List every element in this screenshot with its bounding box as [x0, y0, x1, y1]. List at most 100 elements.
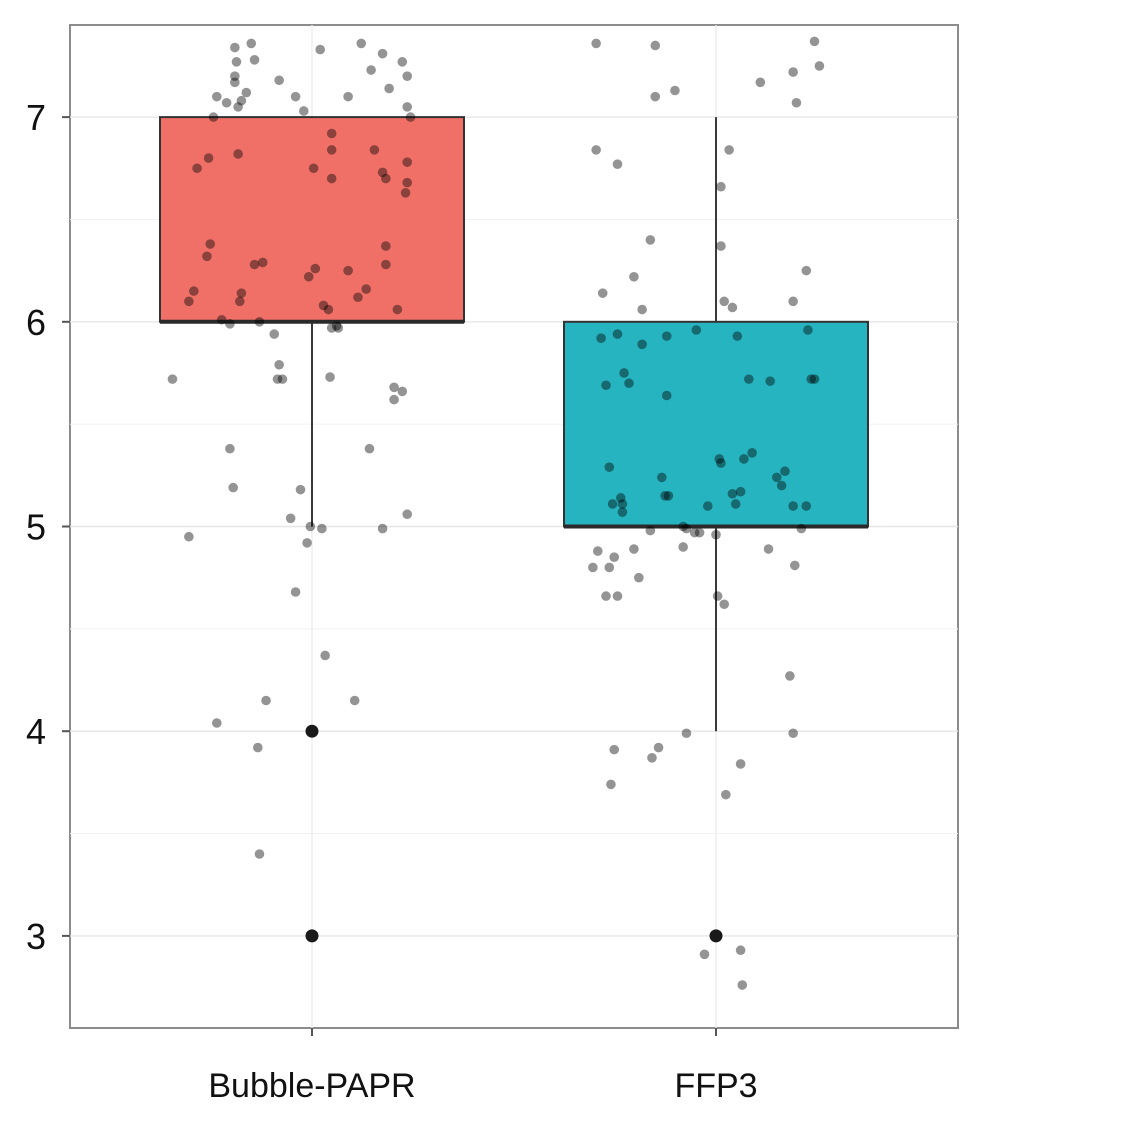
jitter-point — [780, 466, 790, 477]
jitter-point — [612, 329, 623, 339]
jitter-point — [230, 42, 240, 53]
jitter-point — [730, 499, 741, 509]
jitter-point — [205, 239, 216, 249]
jitter-point — [615, 493, 626, 503]
jitter-point — [601, 380, 611, 391]
jitter-point — [739, 454, 749, 464]
jitter-point — [645, 235, 656, 245]
jitter-point — [310, 263, 321, 274]
jitter-point — [326, 145, 337, 155]
jitter-point — [402, 177, 413, 188]
y-tick-label: 6 — [26, 302, 46, 343]
jitter-point — [349, 695, 360, 706]
jitter-point — [295, 484, 306, 495]
jitter-point — [236, 95, 247, 106]
jitter-point — [724, 145, 734, 155]
jitter-point — [364, 443, 375, 454]
jitter-point — [274, 359, 284, 370]
jitter-point — [711, 529, 721, 540]
jitter-point — [326, 128, 337, 139]
jitter-point — [369, 145, 380, 155]
jitter-point — [714, 454, 725, 464]
jitter-point — [645, 525, 656, 536]
jitter-point — [234, 296, 245, 307]
outlier-point — [305, 929, 319, 943]
jitter-point — [389, 382, 399, 393]
jitter-point — [653, 742, 664, 753]
jitter-point — [660, 490, 670, 501]
jitter-point — [257, 257, 268, 268]
jitter-point — [629, 271, 639, 282]
jitter-point — [225, 443, 235, 454]
jitter-point — [691, 325, 702, 335]
jitter-point — [397, 386, 408, 397]
jitter-point — [323, 304, 334, 315]
jitter-point — [788, 728, 798, 739]
jitter-point — [384, 83, 394, 94]
jitter-point — [326, 323, 337, 333]
box — [563, 320, 869, 528]
jitter-point — [377, 523, 388, 534]
y-axis: 3 4 5 6 7 — [26, 97, 70, 957]
jitter-point — [277, 374, 288, 384]
jitter-point — [405, 112, 416, 122]
jitter-point — [737, 980, 748, 990]
jitter-point — [308, 163, 319, 174]
jitter-point — [402, 157, 413, 167]
jitter-point — [801, 501, 812, 511]
jitter-point — [791, 97, 802, 108]
jitter-point — [361, 284, 371, 294]
jitter-point — [806, 374, 817, 384]
x-category-label: Bubble-PAPR — [208, 1067, 415, 1105]
jitter-point — [331, 321, 342, 331]
jitter-point — [609, 552, 620, 563]
jitter-point — [785, 671, 795, 681]
jitter-point — [184, 296, 194, 307]
jitter-point — [189, 286, 199, 296]
jitter-point — [663, 490, 674, 501]
jitter-point — [765, 376, 775, 386]
jitter-point — [763, 544, 774, 554]
jitter-point — [612, 159, 623, 169]
jitter-point — [588, 562, 598, 573]
jitter-point — [381, 241, 391, 251]
jitter-point — [230, 77, 240, 88]
jitter-point — [381, 259, 391, 270]
jitter-points-layer — [167, 36, 825, 990]
jitter-point — [290, 91, 301, 102]
jitter-point — [670, 85, 680, 96]
jitter-point — [228, 482, 239, 493]
jitter-point — [689, 527, 700, 538]
jitter-point — [377, 48, 388, 59]
jitter-point — [320, 650, 330, 661]
jitter-point — [597, 288, 608, 298]
jitter-point — [647, 753, 657, 763]
jitter-point — [333, 323, 344, 333]
jitter-point — [392, 304, 403, 315]
jitter-point — [681, 523, 692, 534]
jitter-point — [303, 271, 314, 282]
jitter-point — [249, 54, 260, 65]
jitter-point — [624, 378, 634, 389]
x-axis: Bubble-PAPR FFP3 — [208, 1028, 758, 1105]
jitter-point — [254, 849, 265, 859]
jitter-point — [678, 542, 688, 552]
jitter-point — [366, 65, 376, 75]
jitter-point — [721, 789, 731, 800]
jitter-point — [269, 329, 280, 339]
jitter-point — [796, 523, 807, 534]
jitter-point — [356, 38, 367, 49]
jitter-point — [657, 472, 667, 483]
jitter-point — [343, 265, 353, 276]
jitter-point — [249, 259, 260, 270]
jitter-point — [604, 462, 615, 472]
outlier-point — [305, 724, 319, 738]
box — [159, 116, 465, 323]
jitter-point — [732, 331, 743, 341]
jitter-point — [203, 153, 214, 163]
boxes-layer — [159, 116, 869, 943]
y-tick-label: 4 — [26, 711, 46, 752]
jitter-point — [231, 57, 242, 67]
jitter-point — [650, 40, 661, 51]
